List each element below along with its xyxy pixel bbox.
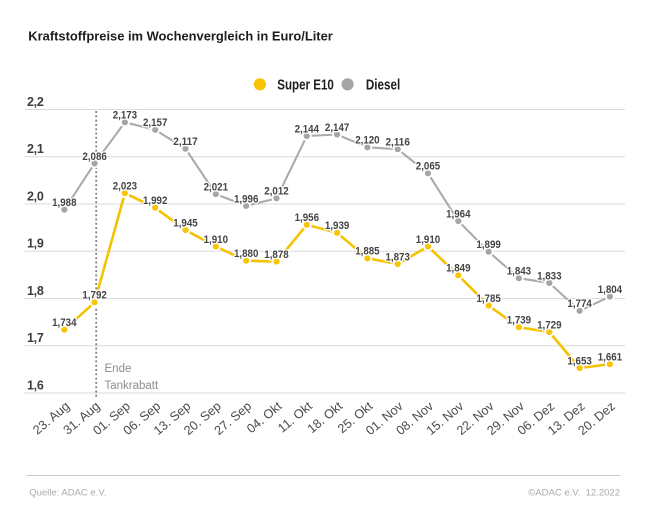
svg-text:1,774: 1,774 [567, 298, 591, 310]
svg-text:Tankrabatt: Tankrabatt [105, 380, 160, 392]
svg-text:©ADAC e.V. 12.2022: ©ADAC e.V. 12.2022 [528, 487, 620, 498]
svg-text:2,012: 2,012 [264, 186, 288, 198]
svg-text:1,910: 1,910 [416, 234, 440, 246]
svg-text:1,792: 1,792 [82, 290, 106, 302]
svg-text:1,878: 1,878 [264, 249, 288, 261]
svg-text:2,147: 2,147 [325, 122, 349, 134]
svg-text:Super E10: Super E10 [277, 77, 334, 93]
svg-text:2,157: 2,157 [143, 117, 167, 129]
svg-text:1,6: 1,6 [27, 378, 44, 392]
svg-text:1,945: 1,945 [173, 217, 197, 229]
svg-text:1,833: 1,833 [537, 270, 561, 282]
svg-text:1,729: 1,729 [537, 319, 561, 331]
svg-text:1,992: 1,992 [143, 195, 167, 207]
svg-text:2,2: 2,2 [27, 95, 44, 109]
svg-text:1,849: 1,849 [446, 263, 470, 275]
svg-text:Kraftstoffpreise im Wochenverg: Kraftstoffpreise im Wochenvergleich in E… [28, 30, 333, 44]
svg-text:1,804: 1,804 [598, 284, 622, 296]
svg-text:1,964: 1,964 [446, 208, 470, 220]
svg-text:2,023: 2,023 [113, 181, 137, 193]
svg-text:1,880: 1,880 [234, 248, 258, 260]
svg-text:2,065: 2,065 [416, 161, 440, 173]
svg-text:1,653: 1,653 [567, 355, 591, 367]
svg-text:1,9: 1,9 [27, 237, 44, 251]
svg-text:1,734: 1,734 [52, 317, 76, 329]
svg-text:2,021: 2,021 [204, 182, 228, 194]
svg-text:2,173: 2,173 [113, 110, 137, 122]
svg-text:1,873: 1,873 [386, 251, 410, 263]
svg-text:1,8: 1,8 [27, 284, 44, 298]
svg-text:1,956: 1,956 [295, 212, 319, 224]
svg-text:1,899: 1,899 [476, 239, 500, 251]
svg-text:2,1: 2,1 [27, 142, 44, 156]
svg-text:1,7: 1,7 [27, 331, 44, 345]
svg-text:1,885: 1,885 [355, 246, 379, 258]
svg-text:1,785: 1,785 [476, 293, 500, 305]
svg-text:Quelle: ADAC e.V.: Quelle: ADAC e.V. [29, 487, 106, 498]
svg-text:2,086: 2,086 [82, 151, 106, 163]
svg-text:1,910: 1,910 [204, 234, 228, 246]
svg-text:Diesel: Diesel [366, 77, 400, 93]
svg-text:1,661: 1,661 [598, 352, 622, 364]
svg-text:Ende: Ende [105, 363, 132, 375]
svg-text:2,116: 2,116 [386, 137, 410, 149]
svg-text:1,988: 1,988 [52, 197, 76, 209]
svg-text:2,144: 2,144 [295, 123, 319, 135]
svg-text:1,939: 1,939 [325, 220, 349, 232]
svg-text:1,739: 1,739 [507, 315, 531, 327]
svg-text:2,120: 2,120 [355, 135, 379, 147]
svg-text:1,843: 1,843 [507, 266, 531, 278]
svg-text:1,996: 1,996 [234, 193, 258, 205]
svg-text:2,0: 2,0 [27, 189, 44, 203]
svg-text:2,117: 2,117 [173, 136, 197, 148]
